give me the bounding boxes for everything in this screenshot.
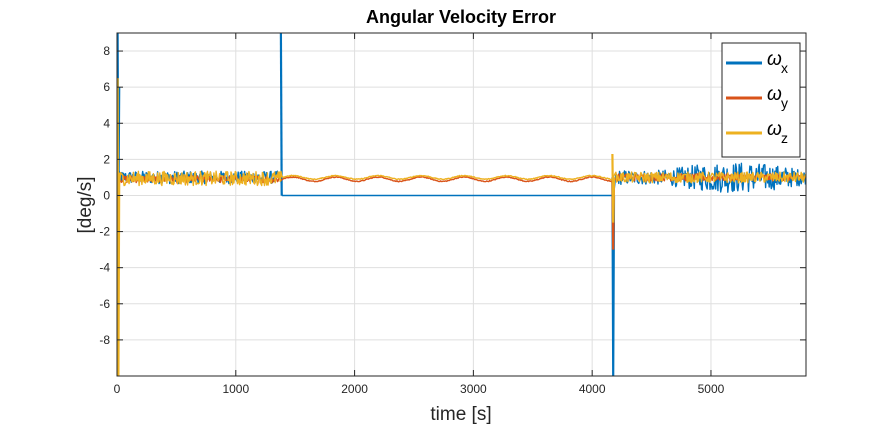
y-tick-label: -6 bbox=[99, 297, 110, 311]
x-tick-label: 2000 bbox=[341, 382, 368, 396]
legend-subscript-omega-x: x bbox=[781, 60, 788, 76]
x-tick-label: 1000 bbox=[222, 382, 249, 396]
legend: ω xω yω z bbox=[721, 42, 801, 158]
x-tick-label: 3000 bbox=[460, 382, 487, 396]
plot-area bbox=[117, 33, 806, 376]
y-tick-label: -8 bbox=[99, 333, 110, 347]
axes: 0 1000 2000 3000 4000 5000 8 6 4 2 0 -2 -4 -6 -8 bbox=[99, 32, 807, 396]
legend-subscript-omega-y: y bbox=[781, 95, 788, 111]
x-tick-label: 5000 bbox=[698, 382, 725, 396]
series-spike-omega-x bbox=[279, 33, 283, 196]
series-layer bbox=[117, 33, 806, 376]
x-axis-label: time [s] bbox=[430, 404, 491, 425]
legend-subscript-omega-z: z bbox=[781, 130, 788, 146]
grid bbox=[116, 33, 806, 376]
y-tick-label: 6 bbox=[103, 80, 110, 94]
axes-box bbox=[116, 32, 807, 377]
series-spike-omega-z bbox=[117, 78, 121, 376]
y-tick-label: -4 bbox=[99, 261, 110, 275]
chart-title: Angular Velocity Error bbox=[366, 7, 556, 27]
x-tick-label: 0 bbox=[114, 382, 121, 396]
y-tick-label: 4 bbox=[103, 116, 110, 130]
legend-label-omega-y: ω bbox=[767, 84, 782, 105]
series-line-omega-x bbox=[117, 162, 806, 197]
y-tick-label: -2 bbox=[99, 225, 110, 239]
y-tick-label: 0 bbox=[103, 188, 110, 202]
legend-label-omega-z: ω bbox=[767, 119, 782, 140]
x-tick-label: 4000 bbox=[579, 382, 606, 396]
y-tick-label: 2 bbox=[103, 152, 110, 166]
legend-box bbox=[721, 42, 801, 158]
y-axis-label: [deg/s] bbox=[75, 176, 96, 233]
y-tick-label: 8 bbox=[103, 44, 110, 58]
legend-label-omega-x: ω bbox=[767, 49, 782, 70]
series-spike-omega-z bbox=[611, 153, 616, 223]
series-line-omega-z bbox=[117, 170, 806, 187]
